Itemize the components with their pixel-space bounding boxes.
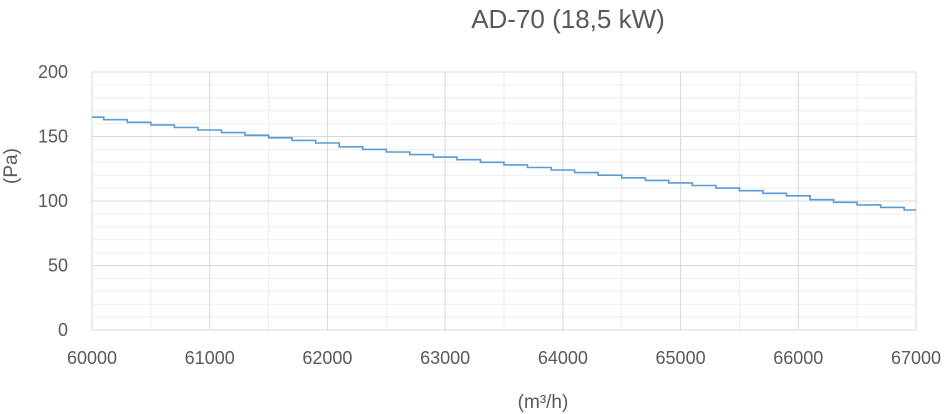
x-tick-label: 62000 [302,348,352,368]
x-tick-label: 64000 [538,348,588,368]
series-line [92,116,916,211]
x-tick-label: 63000 [420,348,470,368]
y-tick-label: 150 [38,127,68,147]
x-tick-label: 67000 [891,348,941,368]
chart-title: AD-70 (18,5 kW) [471,4,665,34]
x-tick-label: 65000 [656,348,706,368]
y-tick-label: 200 [38,62,68,82]
y-axis-label: (Pa) [1,148,22,184]
series-group [92,116,916,211]
x-axis-label: (m³/h) [518,392,569,413]
y-tick-label: 100 [38,191,68,211]
x-tick-label: 66000 [773,348,823,368]
x-tick-label: 61000 [185,348,235,368]
y-tick-label: 0 [58,320,68,340]
y-axis-tick-labels: 0 50 100 150 200 [38,62,68,340]
y-tick-label: 50 [48,256,68,276]
x-axis-tick-labels: 60000 61000 62000 63000 64000 65000 66000 67000 [67,348,941,368]
major-gridlines [91,71,917,331]
x-tick-label: 60000 [67,348,117,368]
